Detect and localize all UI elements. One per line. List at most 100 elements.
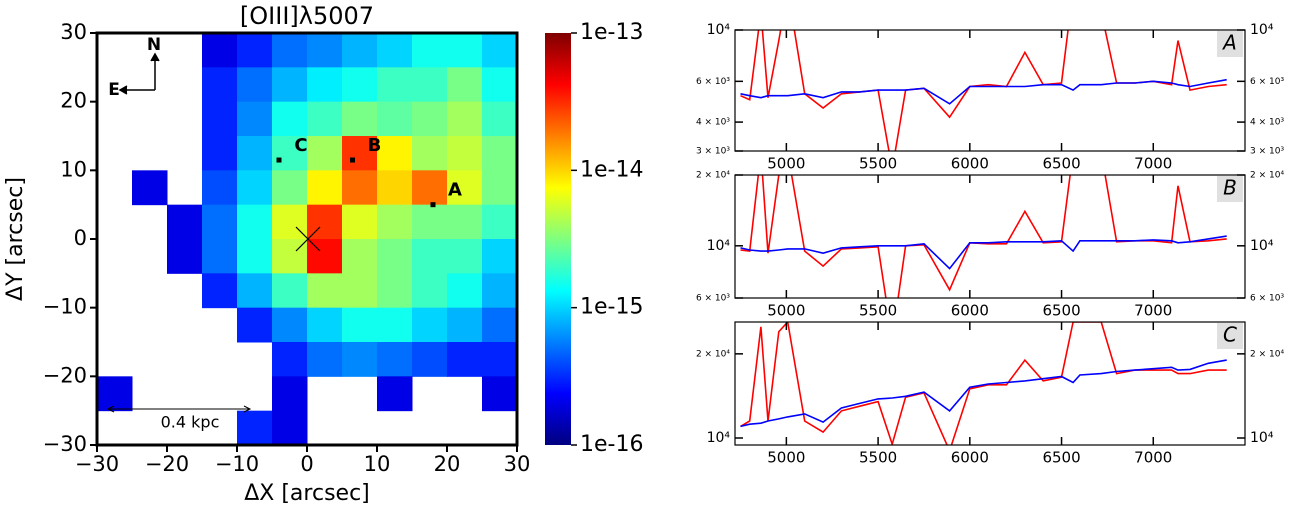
map-cell [272,170,308,206]
map-cell [307,136,343,171]
map-cell [482,170,517,206]
map-cell [167,239,203,274]
x-tick-label: 7000 [1134,449,1172,467]
compass [118,52,160,95]
y-tick-label: 2 × 10⁴ [1250,171,1284,181]
map-cell [482,101,517,137]
compass-north: N [147,35,161,55]
map-cell [377,239,413,274]
map-cell [272,273,308,309]
map-cell [342,170,378,206]
map-cell [237,101,273,137]
map-cell [342,273,378,309]
map-cell [482,307,517,343]
spectrum-line [740,322,1227,445]
map-cell [377,273,413,309]
map-cell [272,101,308,137]
colorbar-tick-label: 1e-15 [580,295,643,320]
spectrum-line [740,78,1227,105]
map-cell [307,239,343,274]
y-tick-label: −30 [43,432,87,456]
map-cell [272,204,308,240]
y-tick-label: 20 [60,89,87,113]
scale-bar-label: 0.4 kpc [161,413,220,432]
y-tick-label: 6 × 10³ [696,294,730,304]
nucleus-marker [295,226,321,252]
map-cell [202,136,238,171]
x-tick-label: 6500 [1042,155,1080,173]
map-cell [482,239,517,274]
y-tick-label: 6 × 10³ [1250,77,1284,87]
map-cell [377,67,413,103]
map-cell [272,410,308,445]
map-cell [202,239,238,274]
scale-bar [106,405,252,413]
y-tick-label: 0 [74,226,87,250]
panel-label: C [1223,323,1237,347]
map-cell [307,273,343,309]
y-tick-label: 2 × 10⁴ [696,171,730,181]
y-tick-label: 10⁴ [1250,22,1274,38]
y-tick-label: 10⁴ [1250,430,1274,446]
map-cell [272,342,308,377]
map-cell [447,136,483,171]
panel-label: B [1223,176,1237,200]
panel-frame [734,29,1246,152]
map-cell [447,342,483,377]
panel-label-box [1217,176,1243,202]
map-cell [97,376,133,412]
x-tick-label: 6000 [951,302,989,320]
map-cell [272,376,308,412]
map-cell [342,136,378,171]
map-cell [237,410,273,445]
x-axis-label: ΔX [arcsec] [244,481,370,506]
map-cell [377,101,413,137]
y-tick-label: −10 [43,295,87,319]
colorbar-tick-label: 1e-14 [580,157,643,182]
map-cell [237,239,273,274]
map-cell [377,204,413,240]
map-cell [482,136,517,171]
y-tick-label: 10⁴ [707,238,731,254]
map-cell [412,273,448,309]
map-cell [377,342,413,377]
map-cell [342,33,378,68]
map-cell [307,342,343,377]
map-cell [202,67,238,103]
x-tick-label: 6000 [951,449,989,467]
panel-frame [734,174,1246,299]
map-cell [237,136,273,171]
map-cell [307,101,343,137]
map-cell [482,204,517,240]
map-cell [307,170,343,206]
map-cell [412,136,448,171]
x-tick-label: 10 [364,452,391,476]
panel-label: A [1221,31,1237,55]
map-cell [237,67,273,103]
y-tick-label: 3 × 10³ [696,147,730,157]
x-tick-label: 7000 [1134,302,1172,320]
map-cell [377,136,413,171]
map-cell [202,273,238,309]
map-cell [412,307,448,343]
spectrum-line [740,359,1227,428]
y-tick-label: 4 × 10³ [696,118,730,128]
map-cell [237,204,273,240]
map-cell [342,239,378,274]
x-tick-label: 6500 [1042,449,1080,467]
map-cell [447,307,483,343]
map-cell [447,67,483,103]
y-tick-label: 2 × 10⁴ [1250,349,1284,359]
y-axis-label: ΔY [arcsec] [3,177,28,301]
map-cell [272,67,308,103]
y-tick-label: 10⁴ [1250,238,1274,254]
map-cell [447,273,483,309]
map-cell [237,273,273,309]
y-tick-label: 4 × 10³ [1250,118,1284,128]
map-cell [237,170,273,206]
x-tick-label: −20 [145,452,189,476]
map-cell [272,307,308,343]
colorbar-tick-label: 1e-16 [580,432,643,457]
map-cell [377,170,413,206]
map-cell [202,170,238,206]
